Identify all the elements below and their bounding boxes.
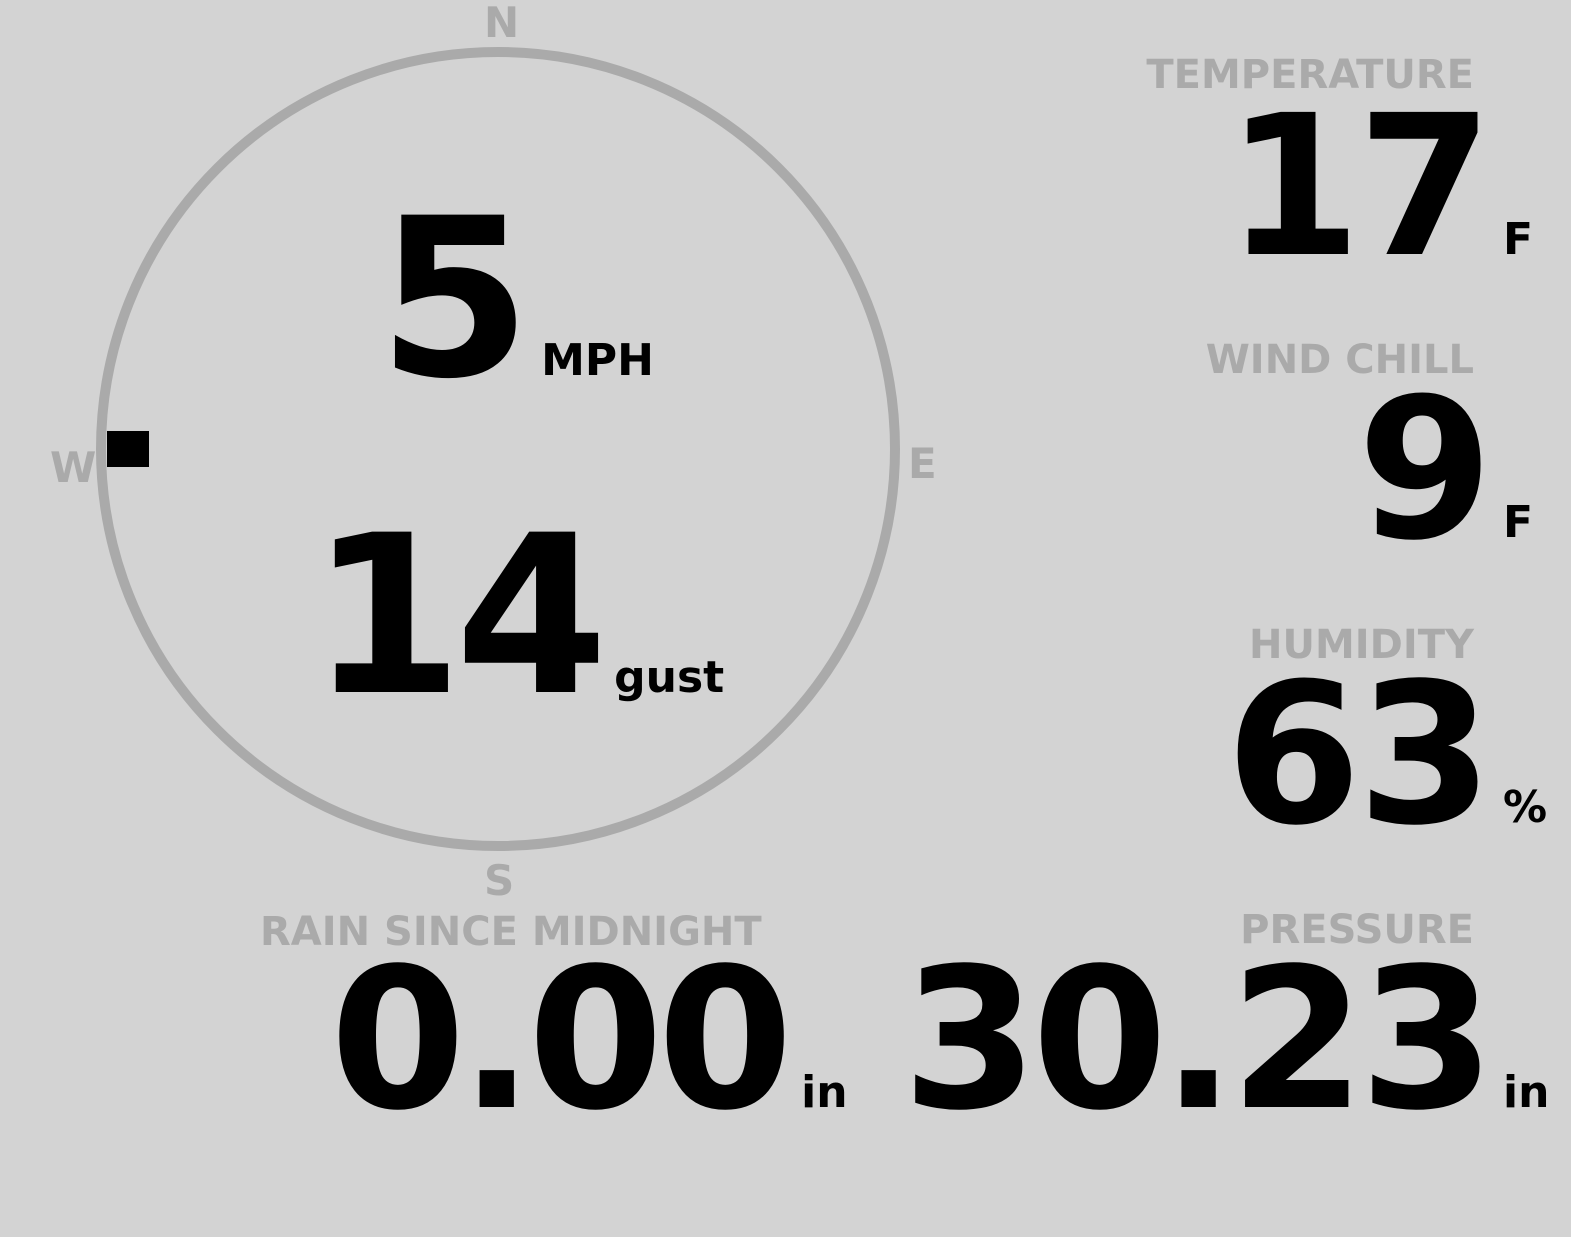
- temperature-label: TEMPERATURE: [1146, 52, 1474, 98]
- wind-speed-reading: 5 MPH: [378, 171, 654, 427]
- pressure-reading: 30.23 in: [902, 926, 1551, 1153]
- compass-ring: [96, 47, 900, 851]
- compass-east-label: E: [908, 439, 937, 488]
- wind-speed-value: 5: [378, 171, 531, 427]
- wind-gust-label: gust: [614, 652, 725, 703]
- wind-gust-value: 14: [310, 488, 608, 744]
- humidity-unit: %: [1503, 782, 1548, 833]
- rain-reading: 0.00 in: [330, 926, 848, 1153]
- wind-chill-unit: F: [1503, 497, 1534, 548]
- humidity-label: HUMIDITY: [1249, 622, 1474, 668]
- wind-compass: [96, 47, 900, 851]
- compass-west-label: W: [50, 443, 97, 492]
- rain-value: 0.00: [330, 926, 793, 1153]
- pressure-label: PRESSURE: [1240, 907, 1474, 953]
- temperature-unit: F: [1503, 214, 1534, 265]
- wind-chill-value: 9: [1357, 356, 1493, 583]
- rain-label: RAIN SINCE MIDNIGHT: [260, 909, 762, 955]
- humidity-value: 63: [1225, 641, 1493, 868]
- rain-unit: in: [801, 1067, 848, 1118]
- temperature-value: 17: [1225, 73, 1493, 300]
- wind-speed-unit: MPH: [541, 335, 654, 386]
- temperature-reading: 17 F: [1225, 73, 1551, 300]
- compass-north-label: N: [484, 0, 520, 47]
- pressure-unit: in: [1503, 1067, 1550, 1118]
- wind-chill-label: WIND CHILL: [1205, 337, 1474, 383]
- wind-gust-reading: 14 gust: [310, 488, 725, 744]
- compass-south-label: S: [484, 856, 515, 905]
- wind-chill-reading: 9 F: [1357, 356, 1551, 583]
- humidity-reading: 63 %: [1225, 641, 1551, 868]
- wind-direction-marker: [107, 431, 149, 467]
- pressure-value: 30.23: [902, 926, 1495, 1153]
